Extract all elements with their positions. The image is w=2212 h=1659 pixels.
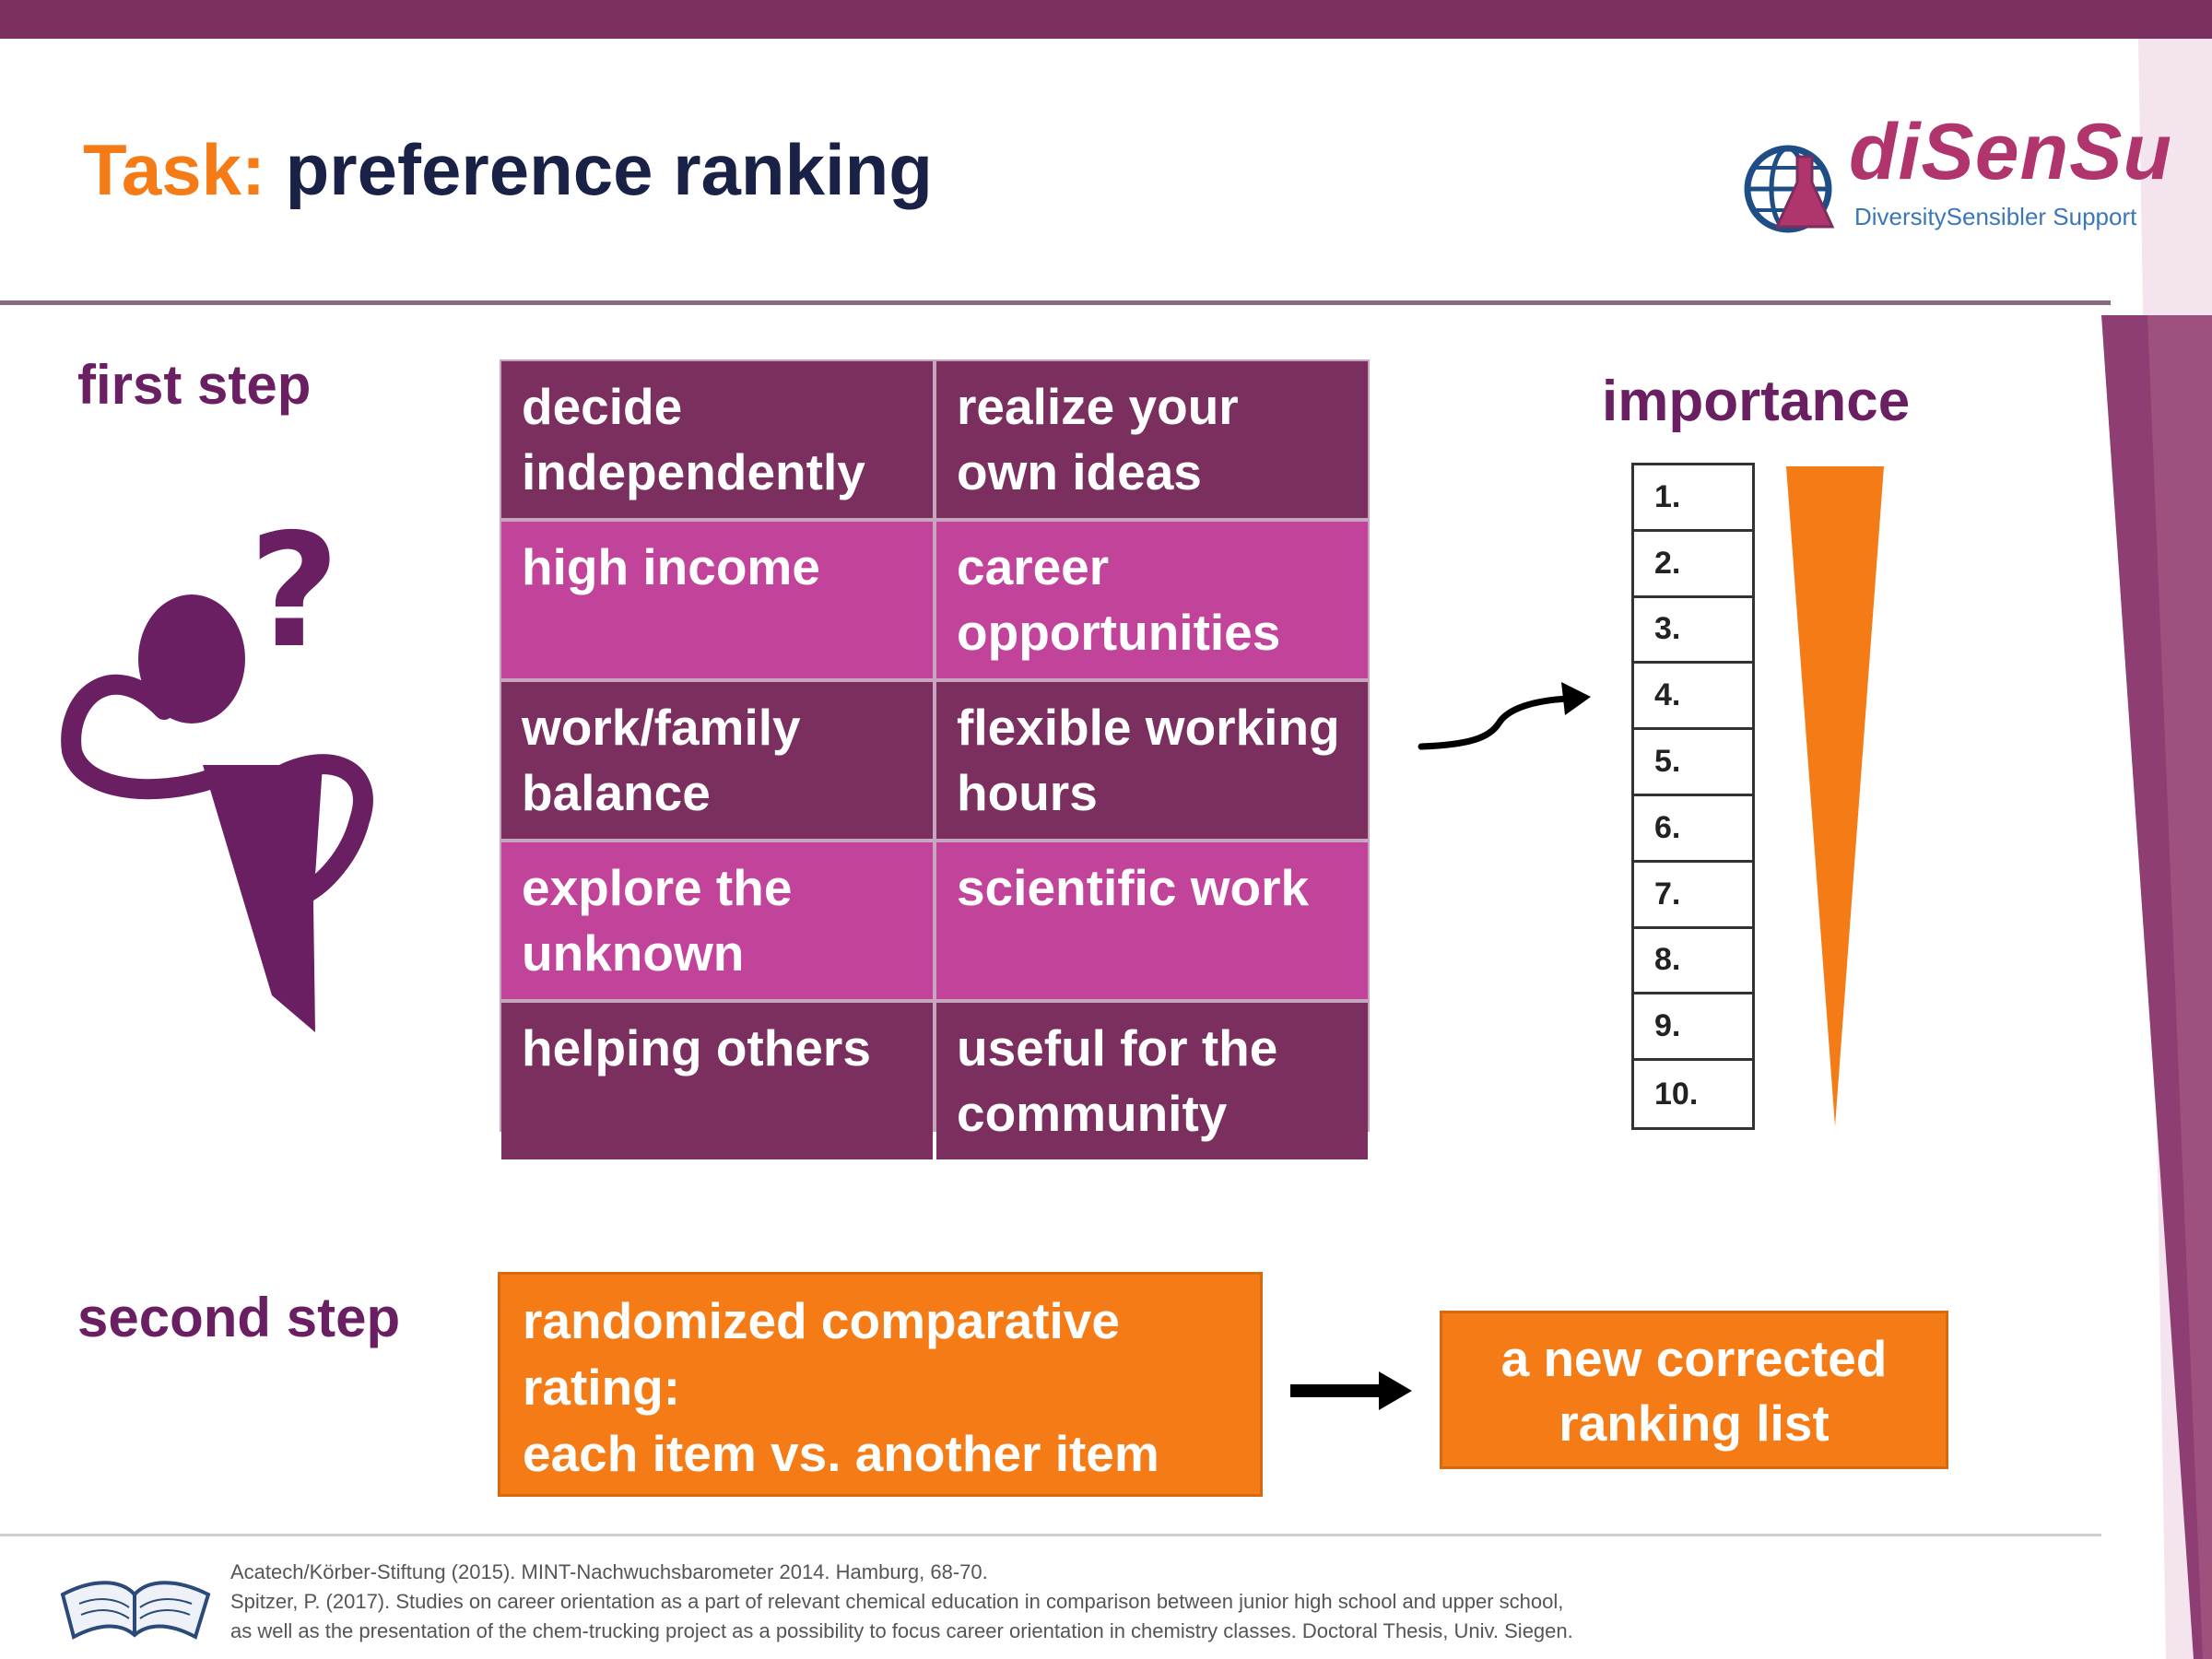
right-arrow-icon [1290, 1371, 1412, 1410]
logo-name: diSenSu [1849, 108, 2173, 196]
rank-slot: 10. [1654, 1076, 1699, 1112]
rating-line-3: each item vs. another item [523, 1425, 1159, 1482]
rank-list: 1. 2. 3. 4. 5. 6. 7. 8. 9. 10. [1631, 463, 1755, 1130]
rank-slot: 4. [1634, 664, 1752, 731]
open-book-icon [60, 1581, 211, 1640]
corrected-ranking-box: a new corrected ranking list [1440, 1311, 1948, 1469]
rank-slot: 8. [1634, 929, 1752, 995]
rating-line-1: randomized comparative [523, 1292, 1120, 1349]
preference-item: helping others [501, 1003, 933, 1159]
preference-item: scientific work [936, 842, 1368, 999]
reference-line-3: as well as the presentation of the chem-… [230, 1619, 1573, 1642]
disensu-logo: diSenSu DiversitySensibler Support [1740, 112, 2173, 238]
preference-items-grid: decide independently realize your own ide… [500, 359, 1370, 1159]
preference-item: flexible working hours [936, 682, 1368, 839]
preference-item: explore the unknown [501, 842, 933, 999]
preference-item: high income [501, 522, 933, 678]
preference-item: realize your own ideas [936, 361, 1368, 518]
footer-divider [0, 1534, 2101, 1536]
thinking-person-icon: ? [61, 516, 373, 1032]
globe-flask-icon [1744, 145, 1835, 233]
preference-item: career opportunities [936, 522, 1368, 678]
rank-slot: 1. [1634, 465, 1752, 532]
reference-line-2: Spitzer, P. (2017). Studies on career or… [230, 1590, 1564, 1613]
title-text: preference ranking [285, 129, 933, 210]
importance-wedge [1786, 466, 1884, 1126]
comparative-rating-box: randomized comparative rating: each item… [498, 1272, 1263, 1497]
importance-label: importance [1602, 370, 1911, 433]
page-title: Task: preference ranking [83, 134, 933, 206]
title-task-word: Task: [83, 129, 265, 210]
side-decoration [2101, 39, 2212, 1659]
logo-subtitle: DiversitySensibler Support [1854, 203, 2137, 230]
rank-slot: 9. [1634, 994, 1752, 1062]
result-line-2: ranking list [1559, 1394, 1830, 1452]
curved-arrow-icon [1418, 682, 1591, 750]
second-step-label: second step [77, 1287, 401, 1348]
rank-slot: 5. [1634, 730, 1752, 796]
preference-item: useful for the community [936, 1003, 1368, 1159]
rating-line-2: rating: [523, 1359, 681, 1416]
preference-item: work/family balance [501, 682, 933, 839]
rank-slot: 7. [1634, 863, 1752, 929]
preference-item: decide independently [501, 361, 933, 518]
top-band [0, 0, 2212, 39]
references: Acatech/Körber-Stiftung (2015). MINT-Nac… [230, 1558, 1917, 1646]
header-divider [0, 300, 2111, 305]
result-line-1: a new corrected [1500, 1330, 1888, 1387]
rank-slot: 3. [1634, 598, 1752, 665]
rank-slot: 6. [1634, 796, 1752, 863]
rank-slot: 2. [1634, 532, 1752, 598]
svg-text:?: ? [249, 516, 340, 683]
first-step-label: first step [77, 354, 312, 416]
reference-line-1: Acatech/Körber-Stiftung (2015). MINT-Nac… [230, 1560, 988, 1583]
